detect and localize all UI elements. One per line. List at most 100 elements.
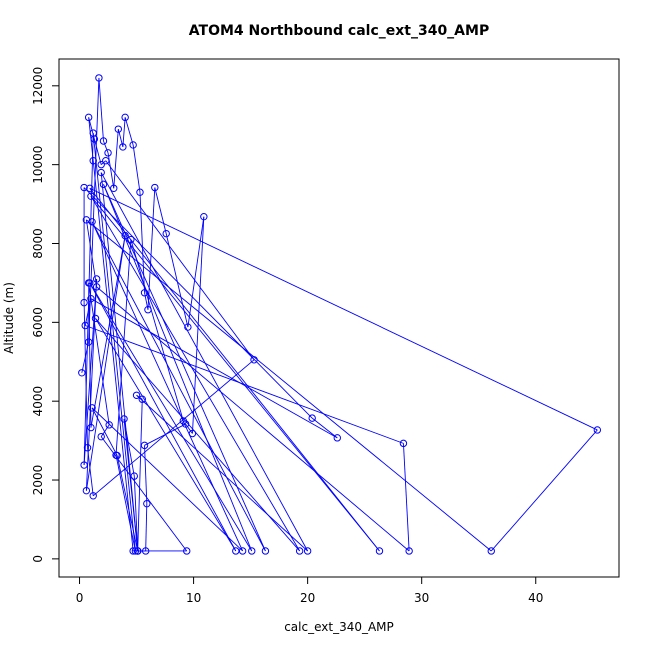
data-point — [238, 547, 247, 555]
data-point — [375, 547, 384, 555]
series-segment — [137, 399, 143, 551]
series-segment — [100, 172, 139, 552]
x-axis: 0 10 20 30 40 — [76, 576, 543, 605]
series-segment — [311, 417, 338, 439]
series-segment — [89, 187, 598, 431]
series-segment — [132, 144, 141, 193]
data-point — [105, 421, 113, 429]
series-segment — [91, 221, 266, 552]
data-point — [83, 443, 92, 452]
data-point — [97, 432, 105, 441]
series-segment — [91, 221, 244, 552]
data-point — [92, 283, 101, 291]
data-point — [333, 434, 341, 442]
data-point — [91, 314, 100, 323]
data-point — [121, 113, 129, 122]
data-point — [131, 547, 140, 555]
data-point — [487, 547, 495, 555]
data-point — [78, 369, 86, 377]
data-point — [82, 486, 91, 495]
series-segment — [122, 117, 126, 147]
series-segment — [90, 298, 338, 439]
series-segment — [123, 418, 139, 552]
data-point — [130, 472, 138, 480]
series-segment — [154, 187, 167, 234]
data-point — [87, 423, 95, 432]
data-point — [86, 184, 94, 193]
data-point — [89, 492, 97, 500]
series-segment — [90, 195, 301, 552]
y-tick-label: 8000 — [31, 228, 45, 259]
data-point — [89, 129, 97, 137]
series-segment — [133, 476, 139, 552]
series-segment — [90, 195, 380, 552]
series-segment — [91, 407, 243, 552]
data-point — [80, 461, 88, 469]
series-segment — [145, 503, 148, 551]
series-segment — [130, 239, 184, 422]
x-tick-label: 0 — [76, 591, 84, 605]
series-segment — [88, 282, 110, 425]
series-segment — [83, 278, 98, 466]
data-point — [184, 323, 192, 331]
y-tick-label: 12000 — [31, 67, 45, 105]
data-point — [136, 188, 144, 196]
data-point — [127, 235, 135, 244]
series-segment — [85, 278, 98, 491]
series-segment — [103, 184, 253, 552]
data-point — [89, 157, 97, 165]
y-axis-label: Altitude (m) — [2, 282, 16, 354]
data-point — [138, 395, 146, 403]
y-tick-label: 10000 — [31, 146, 45, 184]
y-tick-label: 4000 — [31, 386, 45, 417]
data-point — [133, 547, 142, 555]
series-layer — [78, 74, 602, 555]
data-point — [92, 275, 101, 283]
series-segment — [100, 172, 309, 552]
series-segment — [116, 455, 139, 552]
series-segment — [185, 423, 193, 434]
data-point — [84, 113, 93, 122]
data-point — [99, 137, 108, 145]
series-segment — [115, 239, 132, 456]
data-point — [183, 547, 191, 555]
data-point — [84, 279, 93, 287]
data-point — [179, 417, 188, 425]
data-point — [114, 125, 123, 133]
series-segment — [90, 235, 126, 428]
series-segment — [191, 216, 205, 434]
data-point — [303, 547, 312, 555]
data-point — [261, 547, 270, 555]
data-point — [143, 499, 151, 508]
series-segment — [115, 455, 136, 552]
series-segment — [85, 235, 126, 491]
data-point — [84, 338, 93, 346]
series-segment — [89, 282, 253, 552]
series-segment — [92, 133, 136, 552]
data-point — [119, 143, 127, 151]
series-segment — [85, 219, 98, 287]
data-point — [120, 415, 128, 423]
y-axis: 0 2000 4000 6000 8000 10000 12000 — [31, 67, 60, 563]
x-tick-label: 40 — [528, 591, 543, 605]
data-point — [140, 441, 149, 450]
data-point — [200, 212, 208, 221]
data-point — [250, 356, 258, 364]
data-point — [104, 149, 112, 157]
series-segment — [89, 282, 237, 552]
series-segment — [490, 429, 598, 552]
data-point — [144, 306, 152, 314]
series-segment — [92, 160, 134, 552]
data-point — [162, 229, 170, 238]
series-segment — [98, 77, 104, 142]
series-segment — [89, 188, 380, 552]
data-point — [132, 391, 141, 399]
data-point — [81, 321, 89, 330]
series-segment — [402, 443, 410, 552]
data-point — [88, 218, 96, 226]
x-axis-label: calc_ext_340_AMP — [284, 620, 394, 634]
series-segment — [96, 286, 410, 552]
y-tick-label: 6000 — [31, 307, 45, 338]
data-point — [112, 451, 120, 459]
